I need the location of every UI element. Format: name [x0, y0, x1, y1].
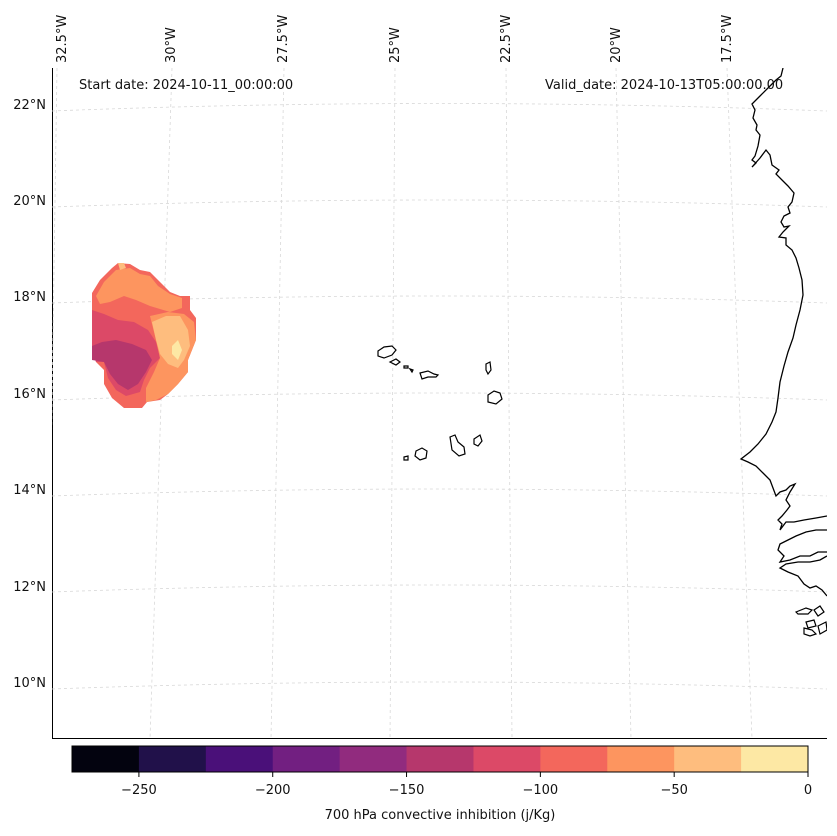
lat-label-18n: 18°N [13, 290, 46, 305]
colorbar-bin-1 [138, 746, 207, 772]
map-frame [52, 68, 827, 739]
island-maio [473, 434, 483, 447]
lon-label-27-5w: 27.5°W [276, 14, 291, 63]
colorbar-outline [71, 745, 809, 773]
island-santo-antao [377, 345, 397, 359]
lon-label-30w: 30°W [164, 27, 179, 63]
island-fogo [414, 447, 428, 461]
coastline-islands-guinea [794, 605, 827, 637]
start-date-label: Start date: 2024-10-11_00:00:00 [79, 78, 294, 93]
colorbar-bin-5 [406, 746, 474, 772]
cin-contour-field [92, 263, 196, 408]
lat-label-10n: 10°N [13, 676, 46, 691]
colorbar-bin-9 [674, 746, 742, 772]
lon-label-17-5w: 17.5°W [720, 14, 735, 63]
colorbar-bin-10 [741, 746, 809, 772]
map-canvas [52, 68, 827, 739]
island-santa-luzia [403, 365, 409, 369]
lon-label-25w: 25°W [388, 27, 403, 63]
cin-region-core [92, 340, 152, 390]
colorbar-bin-6 [473, 746, 541, 772]
colorbar-bin-4 [339, 746, 408, 772]
colorbar-tick-label-5: 0 [804, 783, 812, 798]
island-boa-vista [487, 390, 503, 405]
cin-region-upper [96, 268, 182, 312]
island-santiago [449, 434, 466, 457]
colorbar-label: 700 hPa convective inhibition (j/Kg) [324, 808, 556, 823]
lat-label-12n: 12°N [13, 580, 46, 595]
valid-date-label: Valid_date: 2024-10-13T05:00:00.00 [545, 78, 784, 93]
lat-label-14n: 14°N [13, 483, 46, 498]
african-coastline [739, 68, 827, 597]
colorbar-tick-label-2: −150 [389, 783, 425, 798]
cin-region-top-peak [118, 263, 126, 270]
island-brava [403, 455, 409, 461]
colorbar-tick-label-4: −50 [660, 783, 687, 798]
cin-region-peak [172, 340, 182, 360]
colorbar-tick-label-3: −100 [523, 783, 559, 798]
island-sal [485, 361, 492, 376]
island-sao-vicente [388, 358, 401, 366]
colorbar-bin-7 [540, 746, 608, 772]
colorbar-tick-label-1: −200 [255, 783, 291, 798]
lon-label-22-5w: 22.5°W [499, 14, 514, 63]
latitude-gridlines [52, 103, 827, 690]
island-sao-nicolau-main [419, 370, 440, 380]
lon-label-20w: 20°W [609, 27, 624, 63]
lat-label-16n: 16°N [13, 387, 46, 402]
lat-label-20n: 20°N [13, 194, 46, 209]
colorbar: −250 −200 −150 −100 −50 0 [71, 745, 812, 798]
colorbar-bin-0 [72, 746, 140, 772]
cin-region-light [152, 316, 190, 368]
cape-verde-islands [377, 345, 503, 461]
colorbar-bin-3 [272, 746, 341, 772]
colorbar-bin-8 [607, 746, 675, 772]
lat-label-22n: 22°N [13, 98, 46, 113]
colorbar-bin-2 [205, 746, 274, 772]
lon-label-32-5w: 32.5°W [55, 14, 70, 63]
longitude-gridlines [52, 68, 753, 739]
colorbar-tick-label-0: −250 [121, 783, 157, 798]
island-sao-nicolau [408, 367, 414, 374]
